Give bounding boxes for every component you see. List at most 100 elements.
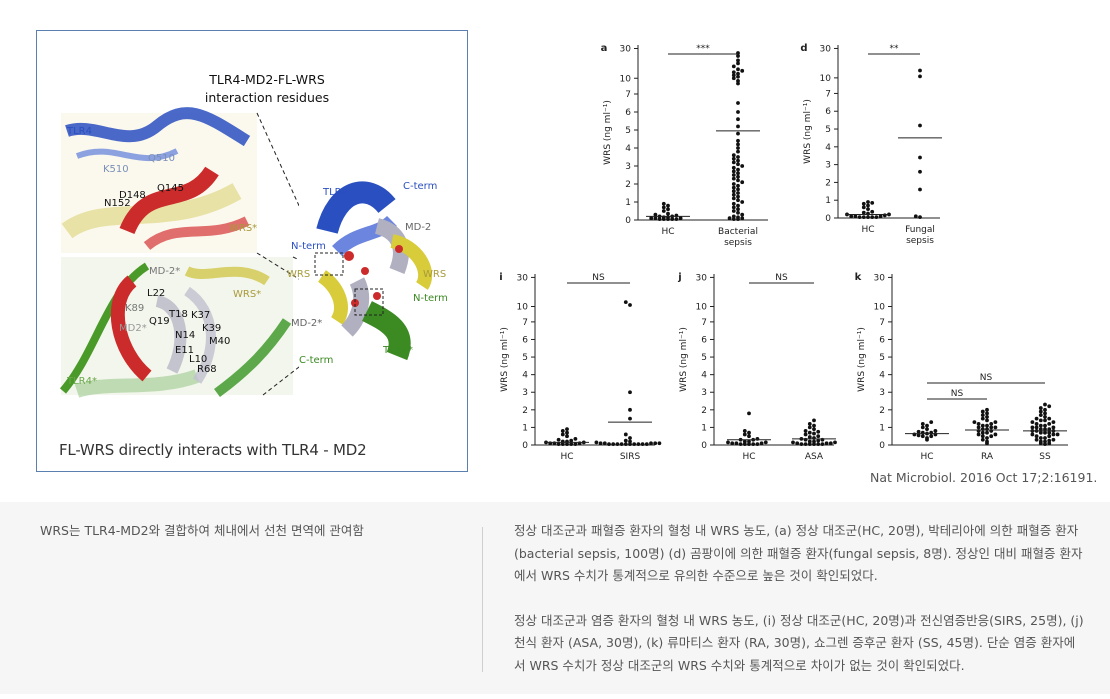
data-point-j (803, 429, 808, 433)
data-point-k (993, 420, 998, 425)
data-point-j (759, 441, 764, 446)
y-tick-label-j: 6 (701, 335, 707, 345)
label-k89: K89 (125, 303, 144, 314)
data-point-i (657, 441, 662, 446)
data-point-i (628, 442, 632, 447)
data-point-j (747, 411, 751, 416)
significance-label-j: NS (775, 273, 788, 283)
data-point-d (918, 123, 922, 128)
data-point-j (747, 442, 751, 447)
data-point-a (661, 205, 666, 210)
data-point-k (1043, 414, 1047, 419)
label-l10: L10 (189, 354, 207, 365)
label-wrs-star-2: WRS* (233, 289, 261, 300)
data-point-k (980, 423, 985, 428)
y-tick-label-d: 2 (825, 178, 831, 188)
x-tick-label-d: HC (861, 225, 874, 235)
data-point-k (1038, 436, 1043, 440)
y-tick-label-i: 2 (522, 406, 528, 416)
data-point-k (985, 407, 989, 412)
label-t18: T18 (168, 309, 188, 320)
data-point-j (791, 440, 795, 445)
data-point-j (742, 439, 747, 444)
data-point-a (674, 217, 679, 222)
label-n14: N14 (175, 330, 195, 341)
data-point-k (1034, 425, 1039, 430)
data-point-i (565, 442, 569, 447)
data-point-k (1047, 404, 1052, 409)
data-point-k (1043, 407, 1047, 412)
data-point-i (623, 442, 628, 447)
data-point-k (976, 425, 981, 430)
panel-letter-i: i (499, 272, 502, 283)
data-point-j (812, 439, 816, 444)
data-point-d (866, 200, 870, 204)
data-point-d (918, 169, 922, 174)
data-point-j (742, 442, 747, 447)
y-tick-label-j: 7 (701, 318, 707, 328)
data-point-k (985, 439, 989, 444)
y-axis-label-j: WRS (ng ml⁻¹) (679, 327, 689, 392)
data-point-j (820, 442, 825, 447)
data-point-a (736, 158, 740, 163)
data-point-k (916, 433, 921, 438)
data-point-i (569, 442, 574, 447)
data-point-a (736, 162, 740, 167)
data-point-k (1038, 427, 1043, 432)
y-tick-label-d: 10 (820, 74, 832, 84)
y-tick-label-j: 30 (696, 273, 708, 283)
y-tick-label-j: 10 (696, 302, 708, 312)
structure-panel: TLR4-MD2-FL-WRS interaction residues (36, 30, 468, 472)
label-n-term-right: N-term (413, 293, 448, 304)
data-point-k (1055, 432, 1060, 437)
data-point-i (628, 436, 632, 440)
data-point-a (731, 165, 736, 170)
data-point-a (736, 171, 740, 176)
structure-title: TLR4-MD2-FL-WRS interaction residues (187, 71, 347, 107)
label-q145: Q145 (157, 183, 184, 194)
data-point-a (736, 138, 740, 143)
data-point-d (918, 215, 922, 220)
data-point-a (736, 174, 740, 179)
label-tlr4-star-bottom: TLR4* (66, 376, 97, 387)
description-text: 정상 대조군과 패혈증 환자의 혈청 내 WRS 농도, (a) 정상 대조군(… (514, 520, 1084, 699)
data-point-k (1043, 402, 1047, 407)
data-point-k (1038, 406, 1043, 410)
data-point-i (636, 442, 641, 447)
data-point-a (740, 216, 745, 221)
data-point-j (807, 435, 812, 439)
y-tick-label-d: 30 (820, 44, 832, 54)
data-point-a (740, 68, 745, 73)
data-point-k (1038, 418, 1043, 423)
data-point-j (763, 440, 768, 445)
data-point-a (740, 164, 745, 168)
label-tlr4-mid: TLR4 (322, 187, 348, 198)
data-point-a (666, 203, 670, 208)
y-tick-label-k: 3 (879, 388, 885, 398)
data-point-d (870, 215, 875, 220)
label-e11: E11 (175, 345, 194, 356)
y-tick-label-d: 5 (825, 125, 831, 135)
citation: Nat Microbiol. 2016 Oct 17;2:16191. (870, 470, 1098, 485)
data-point-j (795, 441, 800, 446)
y-tick-label-d: 0 (825, 214, 831, 224)
data-point-a (736, 110, 740, 114)
data-point-i (573, 436, 578, 441)
data-point-k (916, 429, 921, 434)
data-point-i (556, 442, 561, 447)
structure-title-line2: interaction residues (204, 90, 330, 105)
data-point-a (736, 101, 740, 105)
data-point-i (653, 441, 658, 446)
data-point-k (1043, 423, 1047, 428)
data-point-a (731, 201, 736, 206)
x-tick-label-k: RA (981, 452, 994, 462)
data-point-a (736, 203, 740, 208)
data-point-i (556, 437, 561, 442)
y-tick-label-a: 3 (625, 162, 631, 172)
data-point-a (736, 155, 740, 159)
x-tick-label-j: HC (742, 452, 755, 462)
data-point-a (731, 160, 736, 165)
y-tick-label-a: 0 (625, 216, 631, 226)
y-tick-label-k: 7 (879, 318, 885, 328)
data-point-j (828, 441, 833, 446)
